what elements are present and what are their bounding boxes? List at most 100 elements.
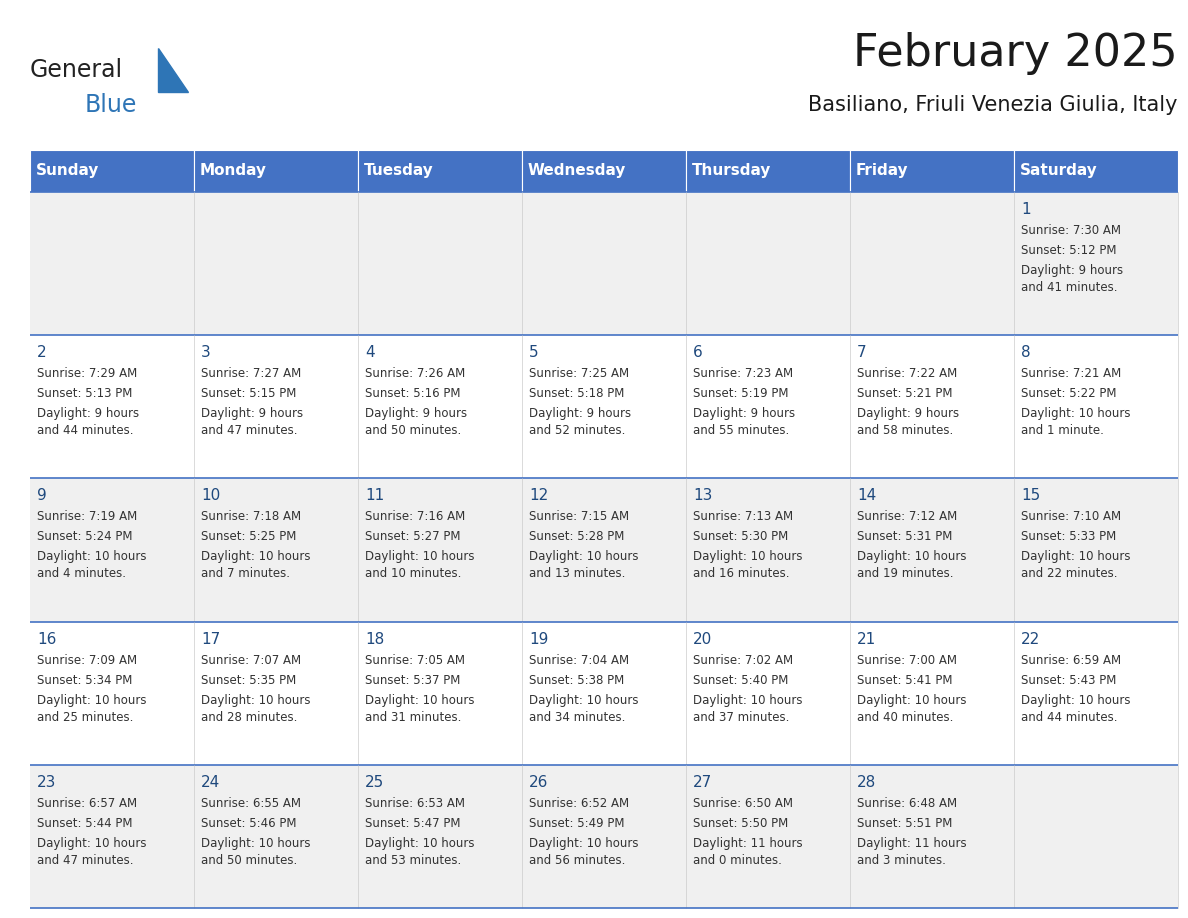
Text: Daylight: 9 hours
and 52 minutes.: Daylight: 9 hours and 52 minutes. [529,408,631,437]
Text: Sunrise: 7:16 AM: Sunrise: 7:16 AM [365,510,466,523]
Bar [194,150,358,192]
Text: 28: 28 [857,775,877,789]
Text: 11: 11 [365,488,384,503]
Text: Daylight: 9 hours
and 47 minutes.: Daylight: 9 hours and 47 minutes. [201,408,303,437]
Text: Daylight: 10 hours
and 31 minutes.: Daylight: 10 hours and 31 minutes. [365,694,474,723]
Text: Sunset: 5:19 PM: Sunset: 5:19 PM [693,387,789,400]
Text: Saturday: Saturday [1020,163,1098,178]
Bar [30,478,1178,621]
Text: 20: 20 [693,632,713,646]
Bar [30,765,1178,908]
Text: Sunset: 5:18 PM: Sunset: 5:18 PM [529,387,625,400]
Text: 6: 6 [693,345,703,360]
Text: Sunset: 5:13 PM: Sunset: 5:13 PM [37,387,132,400]
Text: Sunrise: 6:57 AM: Sunrise: 6:57 AM [37,797,137,810]
Text: February 2025: February 2025 [853,31,1178,74]
Text: Daylight: 10 hours
and 34 minutes.: Daylight: 10 hours and 34 minutes. [529,694,638,723]
Text: Sunrise: 6:48 AM: Sunrise: 6:48 AM [857,797,958,810]
Text: Sunset: 5:40 PM: Sunset: 5:40 PM [693,674,789,687]
Text: Sunrise: 6:59 AM: Sunrise: 6:59 AM [1020,654,1121,666]
Text: Sunrise: 7:10 AM: Sunrise: 7:10 AM [1020,510,1121,523]
Text: Daylight: 9 hours
and 58 minutes.: Daylight: 9 hours and 58 minutes. [857,408,959,437]
Text: Sunset: 5:46 PM: Sunset: 5:46 PM [201,817,297,830]
Text: Sunrise: 7:02 AM: Sunrise: 7:02 AM [693,654,794,666]
Text: 14: 14 [857,488,877,503]
Text: Tuesday: Tuesday [364,163,434,178]
Text: 18: 18 [365,632,384,646]
Bar [30,621,1178,765]
Text: Sunset: 5:24 PM: Sunset: 5:24 PM [37,531,133,543]
Text: 9: 9 [37,488,46,503]
Text: 27: 27 [693,775,713,789]
Text: 12: 12 [529,488,548,503]
Text: Sunset: 5:12 PM: Sunset: 5:12 PM [1020,244,1117,257]
Text: 22: 22 [1020,632,1041,646]
Text: 13: 13 [693,488,713,503]
Text: Daylight: 11 hours
and 3 minutes.: Daylight: 11 hours and 3 minutes. [857,837,967,867]
Text: Sunset: 5:38 PM: Sunset: 5:38 PM [529,674,624,687]
Text: Sunrise: 7:26 AM: Sunrise: 7:26 AM [365,367,466,380]
Text: 26: 26 [529,775,549,789]
Text: 25: 25 [365,775,384,789]
Text: Sunrise: 7:30 AM: Sunrise: 7:30 AM [1020,224,1121,237]
Text: Daylight: 9 hours
and 55 minutes.: Daylight: 9 hours and 55 minutes. [693,408,795,437]
Text: 5: 5 [529,345,538,360]
Text: Sunrise: 6:52 AM: Sunrise: 6:52 AM [529,797,630,810]
Text: Daylight: 9 hours
and 50 minutes.: Daylight: 9 hours and 50 minutes. [365,408,467,437]
Text: Sunset: 5:16 PM: Sunset: 5:16 PM [365,387,461,400]
Text: Friday: Friday [857,163,909,178]
Text: Sunset: 5:44 PM: Sunset: 5:44 PM [37,817,133,830]
Text: Sunset: 5:51 PM: Sunset: 5:51 PM [857,817,953,830]
Text: Daylight: 9 hours
and 44 minutes.: Daylight: 9 hours and 44 minutes. [37,408,139,437]
Text: Sunrise: 7:05 AM: Sunrise: 7:05 AM [365,654,465,666]
Text: 7: 7 [857,345,866,360]
Text: Sunset: 5:27 PM: Sunset: 5:27 PM [365,531,461,543]
Text: Sunrise: 7:12 AM: Sunrise: 7:12 AM [857,510,958,523]
Text: Sunset: 5:25 PM: Sunset: 5:25 PM [201,531,296,543]
Text: Sunrise: 7:25 AM: Sunrise: 7:25 AM [529,367,630,380]
Text: Sunrise: 7:21 AM: Sunrise: 7:21 AM [1020,367,1121,380]
Text: Daylight: 10 hours
and 40 minutes.: Daylight: 10 hours and 40 minutes. [857,694,967,723]
Text: Daylight: 10 hours
and 13 minutes.: Daylight: 10 hours and 13 minutes. [529,551,638,580]
Text: 23: 23 [37,775,56,789]
Text: Daylight: 10 hours
and 7 minutes.: Daylight: 10 hours and 7 minutes. [201,551,310,580]
Text: Sunset: 5:33 PM: Sunset: 5:33 PM [1020,531,1117,543]
Text: Sunrise: 7:18 AM: Sunrise: 7:18 AM [201,510,301,523]
Text: Thursday: Thursday [691,163,771,178]
Text: Sunrise: 7:19 AM: Sunrise: 7:19 AM [37,510,138,523]
Text: 1: 1 [1020,202,1031,217]
Text: Daylight: 10 hours
and 22 minutes.: Daylight: 10 hours and 22 minutes. [1020,551,1131,580]
Text: Sunrise: 7:09 AM: Sunrise: 7:09 AM [37,654,137,666]
Text: Daylight: 10 hours
and 28 minutes.: Daylight: 10 hours and 28 minutes. [201,694,310,723]
Bar [849,150,1015,192]
Text: Sunset: 5:50 PM: Sunset: 5:50 PM [693,817,789,830]
Bar [30,150,194,192]
Text: Daylight: 10 hours
and 53 minutes.: Daylight: 10 hours and 53 minutes. [365,837,474,867]
Text: Daylight: 10 hours
and 19 minutes.: Daylight: 10 hours and 19 minutes. [857,551,967,580]
Text: Sunday: Sunday [36,163,100,178]
Text: Sunset: 5:15 PM: Sunset: 5:15 PM [201,387,296,400]
Text: Sunset: 5:31 PM: Sunset: 5:31 PM [857,531,953,543]
Text: 21: 21 [857,632,877,646]
Text: General: General [30,58,124,82]
Text: Daylight: 9 hours
and 41 minutes.: Daylight: 9 hours and 41 minutes. [1020,264,1123,294]
Text: Daylight: 10 hours
and 1 minute.: Daylight: 10 hours and 1 minute. [1020,408,1131,437]
Text: Sunrise: 7:23 AM: Sunrise: 7:23 AM [693,367,794,380]
Text: 10: 10 [201,488,220,503]
Text: Sunset: 5:37 PM: Sunset: 5:37 PM [365,674,461,687]
Text: 19: 19 [529,632,549,646]
Text: 17: 17 [201,632,220,646]
Bar [30,192,1178,335]
Bar [1015,150,1178,192]
Text: Sunset: 5:28 PM: Sunset: 5:28 PM [529,531,625,543]
Text: Sunset: 5:43 PM: Sunset: 5:43 PM [1020,674,1117,687]
Text: Sunrise: 7:29 AM: Sunrise: 7:29 AM [37,367,138,380]
Text: Wednesday: Wednesday [527,163,626,178]
Text: Sunrise: 7:07 AM: Sunrise: 7:07 AM [201,654,301,666]
Text: Daylight: 10 hours
and 56 minutes.: Daylight: 10 hours and 56 minutes. [529,837,638,867]
Text: Sunrise: 6:53 AM: Sunrise: 6:53 AM [365,797,465,810]
Text: 2: 2 [37,345,46,360]
Text: Sunrise: 7:04 AM: Sunrise: 7:04 AM [529,654,630,666]
Text: Daylight: 10 hours
and 10 minutes.: Daylight: 10 hours and 10 minutes. [365,551,474,580]
Text: 16: 16 [37,632,56,646]
